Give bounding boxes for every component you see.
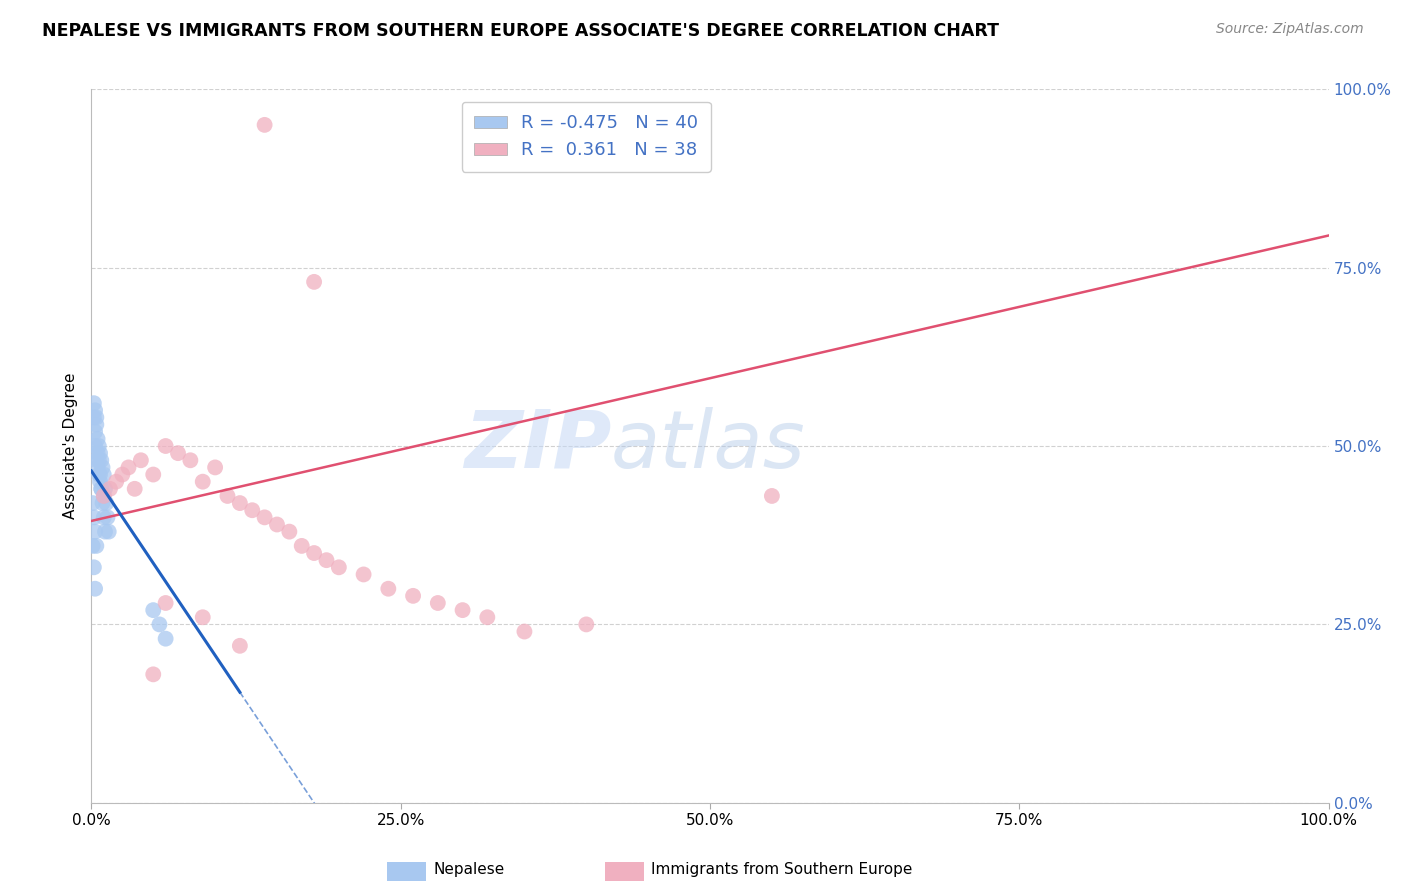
Point: [83, 396, 105, 410]
Point: [93, 489, 115, 503]
Point: [204, 460, 226, 475]
Point: [148, 617, 170, 632]
Point: [291, 539, 314, 553]
Point: [124, 482, 146, 496]
Point: [761, 489, 783, 503]
Point: [575, 617, 598, 632]
Point: [93, 510, 115, 524]
Point: [302, 546, 325, 560]
Point: [93, 489, 115, 503]
Point: [87, 453, 110, 467]
Point: [90, 453, 112, 467]
Point: [253, 510, 276, 524]
Point: [84, 425, 107, 439]
Point: [451, 603, 474, 617]
Point: [89, 446, 111, 460]
Point: [82, 496, 104, 510]
Point: [105, 475, 128, 489]
Point: [86, 446, 108, 460]
Point: [111, 467, 134, 482]
Point: [426, 596, 449, 610]
Point: [191, 610, 214, 624]
Point: [266, 517, 288, 532]
Point: [83, 510, 105, 524]
Point: [142, 667, 165, 681]
Point: [82, 539, 104, 553]
Point: [91, 496, 114, 510]
Point: [84, 524, 107, 539]
Point: [315, 553, 337, 567]
Y-axis label: Associate's Degree: Associate's Degree: [63, 373, 79, 519]
Point: [155, 632, 177, 646]
Point: [86, 460, 108, 475]
Point: [86, 453, 108, 467]
Point: [96, 510, 118, 524]
Point: [328, 560, 350, 574]
Point: [253, 118, 276, 132]
Point: [229, 496, 252, 510]
Point: [84, 439, 107, 453]
Point: [142, 603, 165, 617]
Point: [477, 610, 499, 624]
Point: [98, 482, 121, 496]
Point: [402, 589, 425, 603]
Point: [86, 539, 108, 553]
Point: [94, 524, 117, 539]
Point: [87, 467, 110, 482]
Point: [229, 639, 252, 653]
Point: [217, 489, 239, 503]
Point: [86, 432, 108, 446]
Point: [97, 524, 120, 539]
Point: [91, 460, 114, 475]
Point: [278, 524, 301, 539]
Point: [179, 453, 201, 467]
Point: [86, 410, 108, 425]
Point: [84, 582, 107, 596]
Point: [377, 582, 399, 596]
Point: [87, 439, 110, 453]
Text: NEPALESE VS IMMIGRANTS FROM SOUTHERN EUROPE ASSOCIATE'S DEGREE CORRELATION CHART: NEPALESE VS IMMIGRANTS FROM SOUTHERN EUR…: [42, 22, 1000, 40]
Point: [191, 475, 214, 489]
Point: [240, 503, 263, 517]
Point: [94, 482, 117, 496]
Point: [155, 439, 177, 453]
Text: atlas: atlas: [612, 407, 806, 485]
Point: [90, 482, 112, 496]
Point: [89, 475, 111, 489]
Text: Nepalese: Nepalese: [433, 863, 505, 877]
Point: [142, 467, 165, 482]
Point: [117, 460, 139, 475]
Point: [353, 567, 375, 582]
Point: [167, 446, 190, 460]
Point: [155, 596, 177, 610]
Point: [93, 467, 115, 482]
Point: [513, 624, 536, 639]
Point: [302, 275, 325, 289]
Text: Immigrants from Southern Europe: Immigrants from Southern Europe: [651, 863, 912, 877]
Point: [83, 410, 105, 425]
Point: [83, 560, 105, 574]
Legend: R = -0.475   N = 40, R =  0.361   N = 38: R = -0.475 N = 40, R = 0.361 N = 38: [461, 102, 711, 172]
Point: [96, 496, 118, 510]
Point: [86, 417, 108, 432]
Text: ZIP: ZIP: [464, 407, 612, 485]
Text: Source: ZipAtlas.com: Source: ZipAtlas.com: [1216, 22, 1364, 37]
Point: [89, 467, 111, 482]
Point: [129, 453, 152, 467]
Point: [84, 403, 107, 417]
Point: [90, 482, 112, 496]
